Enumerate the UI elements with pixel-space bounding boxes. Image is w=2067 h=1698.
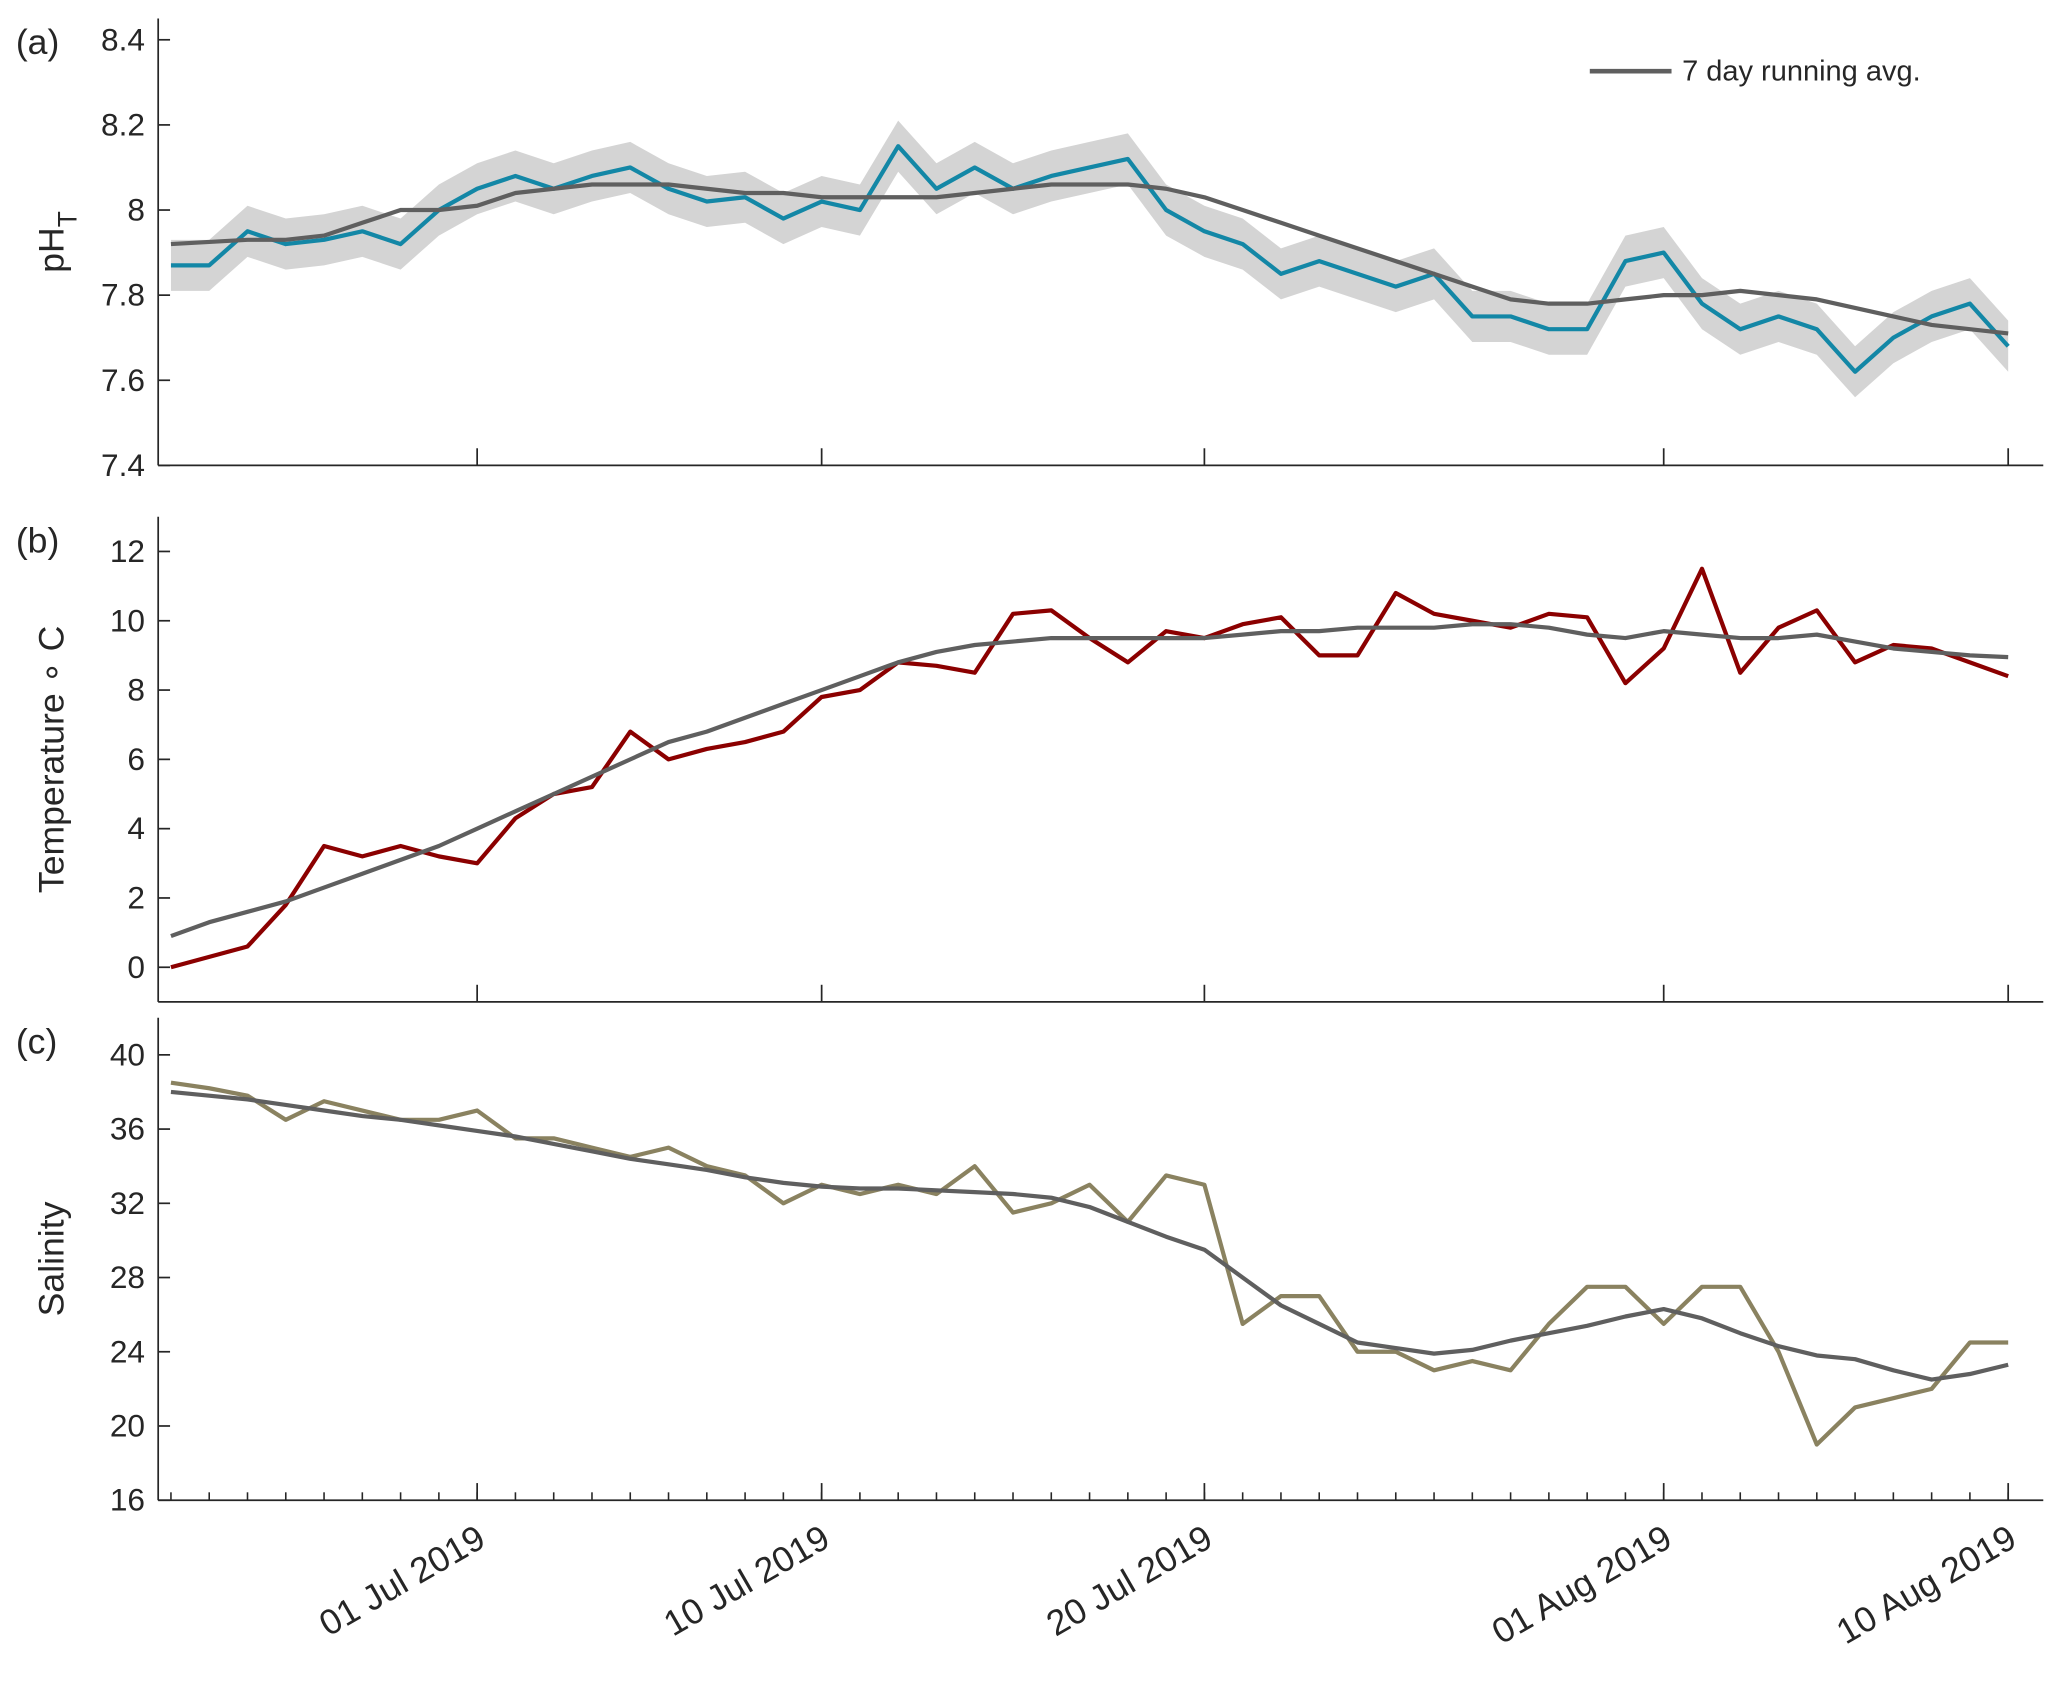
- y-tick-label: 2: [127, 880, 145, 916]
- panel-label: (b): [16, 520, 59, 560]
- series-line: [170, 144, 2010, 374]
- y-tick-label: 0: [127, 949, 145, 985]
- legend-label: 7 day running avg.: [1682, 55, 1921, 87]
- panel: 16 20 24 28 32 36 40 01 Jul 2019 10 Jul 2019 20 J…: [16, 1017, 2044, 1652]
- y-tick-label: 12: [110, 533, 145, 569]
- y-tick-label: 32: [110, 1185, 145, 1221]
- y-tick-label: 7.8: [101, 277, 145, 313]
- uncertainty-band: [170, 120, 2009, 398]
- y-tick-label: 7.4: [101, 447, 145, 483]
- panel-label: (c): [16, 1021, 57, 1061]
- y-tick-label: 8.2: [101, 106, 145, 142]
- y-tick-label: 10: [110, 602, 145, 638]
- x-tick-label: 01 Jul 2019: [312, 1517, 491, 1644]
- panel: 7.4 7.6 7.8 8 8.2 8.4 (a) pHT 7 day running avg.: [16, 18, 2044, 483]
- y-axis-label-sub: T: [52, 211, 82, 227]
- y-axis-label: Salinity: [31, 1201, 71, 1316]
- y-tick-label: 20: [110, 1408, 145, 1444]
- series-line: [170, 1089, 2009, 1382]
- x-tick-label: 10 Aug 2019: [1830, 1517, 2023, 1652]
- y-tick-label: 40: [110, 1036, 145, 1072]
- y-tick-label: 8.4: [101, 21, 145, 57]
- y-tick-label: 6: [127, 741, 145, 777]
- y-axis-label: Temperature ∘ C: [31, 626, 71, 893]
- panel: 0 2 4 6 8 10 12 (b) Temperature ∘ C: [16, 516, 2044, 1003]
- y-tick-label: 8: [127, 672, 145, 708]
- x-tick-label: 20 Jul 2019: [1040, 1517, 1219, 1644]
- series-line: [170, 182, 2009, 336]
- y-tick-label: 24: [110, 1333, 145, 1369]
- y-tick-label: 4: [127, 810, 145, 846]
- series-line: [170, 1080, 2009, 1447]
- y-tick-label: 7.6: [101, 362, 145, 398]
- x-tick-label: 01 Aug 2019: [1485, 1517, 1678, 1652]
- y-axis-label: pHT: [31, 211, 82, 273]
- y-tick-label: 8: [127, 192, 145, 228]
- y-tick-label: 36: [110, 1111, 145, 1147]
- y-tick-label: 16: [110, 1482, 145, 1518]
- panel-label: (a): [16, 22, 59, 62]
- series-line: [170, 622, 2009, 939]
- y-tick-label: 28: [110, 1259, 145, 1295]
- series-line: [170, 566, 2009, 970]
- x-tick-label: 10 Jul 2019: [657, 1517, 836, 1644]
